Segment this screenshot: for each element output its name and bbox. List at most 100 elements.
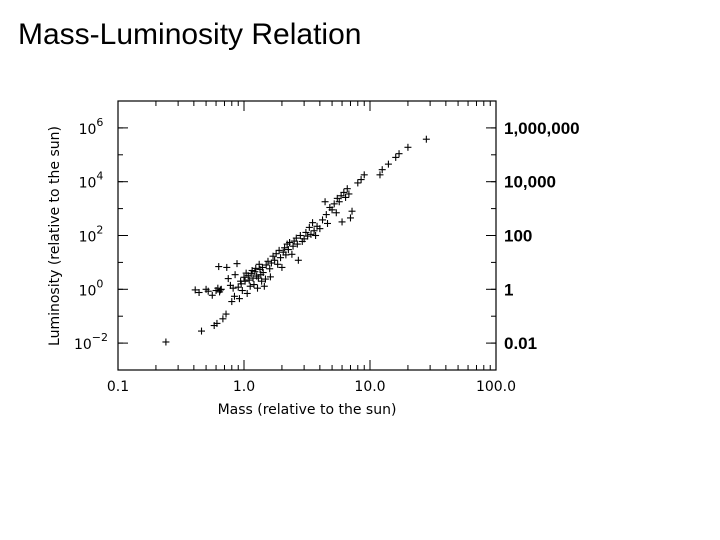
data-point [260, 282, 268, 290]
right-value-label: 1,000,000 [504, 119, 580, 138]
x-tick-label: 1.0 [233, 379, 255, 395]
data-point [332, 209, 340, 217]
data-point [304, 232, 312, 240]
data-point [288, 250, 296, 258]
data-point [217, 285, 225, 293]
data-point [241, 277, 249, 285]
data-point [284, 246, 292, 254]
data-point [243, 289, 251, 297]
data-point [330, 200, 338, 208]
data-point [289, 242, 297, 250]
data-point [246, 282, 254, 290]
data-point [272, 250, 280, 258]
data-point [219, 315, 227, 323]
points [162, 135, 430, 346]
data-point [422, 135, 430, 143]
data-point [247, 270, 255, 278]
data-point [360, 171, 368, 179]
data-point [338, 218, 346, 226]
data-point [222, 310, 230, 318]
right-value-label: 0.01 [504, 334, 537, 353]
plot-frame [117, 100, 497, 371]
data-point [293, 240, 301, 248]
data-point [384, 160, 392, 168]
data-point [229, 284, 237, 292]
data-point [262, 261, 270, 269]
data-point [223, 263, 231, 271]
data-point [322, 211, 330, 219]
data-point [286, 238, 294, 246]
data-point [376, 171, 384, 179]
x-tick-label: 100.0 [476, 379, 516, 395]
data-point [240, 273, 248, 281]
right-value-label: 10,000 [504, 173, 556, 192]
data-point [215, 263, 223, 271]
y-tick-label: 102 [79, 224, 104, 246]
data-point [261, 275, 269, 283]
data-point [266, 265, 274, 273]
data-point [235, 295, 243, 303]
data-point [404, 143, 412, 151]
data-point [264, 257, 272, 265]
data-point [342, 193, 350, 201]
data-point [258, 277, 266, 285]
y-tick-label: 10−2 [74, 331, 108, 353]
data-point [319, 216, 327, 224]
data-point [254, 284, 262, 292]
y-tick-label: 104 [79, 170, 104, 192]
data-point [309, 219, 317, 227]
data-point [335, 198, 343, 206]
data-point [294, 256, 302, 264]
data-point [234, 283, 242, 291]
data-point [274, 260, 282, 268]
data-point [250, 281, 258, 289]
data-point [231, 271, 239, 279]
data-point [195, 289, 203, 297]
data-point [324, 219, 332, 227]
data-point [237, 280, 245, 288]
data-point [258, 263, 266, 271]
data-point [278, 263, 286, 271]
data-point [213, 319, 221, 327]
data-point [395, 150, 403, 158]
data-point [296, 232, 304, 239]
data-point [281, 244, 289, 252]
data-point [282, 251, 290, 259]
right-value-label: 100 [504, 227, 532, 246]
data-point [204, 287, 212, 295]
data-point [251, 268, 259, 276]
data-point [238, 287, 246, 295]
data-point [216, 286, 224, 294]
x-ticks: 0.1 1.0 10.0 100.0 [107, 101, 516, 395]
right-value-label: 1 [504, 280, 513, 299]
data-point [208, 291, 216, 299]
x-tick-label: 0.1 [107, 379, 129, 395]
data-point [346, 214, 354, 222]
slide-title: Mass-Luminosity Relation [18, 18, 362, 51]
data-point [191, 286, 199, 294]
x-tick-label: 10.0 [354, 379, 385, 395]
data-point [271, 256, 279, 264]
y-tick-label: 106 [79, 116, 104, 138]
data-point [357, 176, 365, 184]
y-ticks: 10−2 100 102 104 106 [74, 116, 496, 353]
data-point [228, 298, 236, 306]
data-point [259, 269, 267, 277]
data-point [378, 166, 386, 174]
right-labels: 1,000,000 10,000 100 1 0.01 [504, 119, 580, 353]
data-point [312, 232, 320, 239]
data-point [316, 225, 324, 233]
y-tick-label: 100 [79, 277, 104, 299]
data-point [354, 179, 362, 187]
data-point [266, 273, 274, 281]
data-point [343, 185, 351, 193]
data-point [321, 198, 329, 206]
data-point [245, 276, 253, 284]
x-axis-label: Mass (relative to the sun) [218, 402, 397, 418]
data-point [252, 264, 260, 272]
data-point [345, 190, 353, 198]
data-point [302, 228, 310, 236]
data-point [348, 207, 356, 215]
data-point [340, 188, 348, 196]
data-point [307, 230, 315, 238]
